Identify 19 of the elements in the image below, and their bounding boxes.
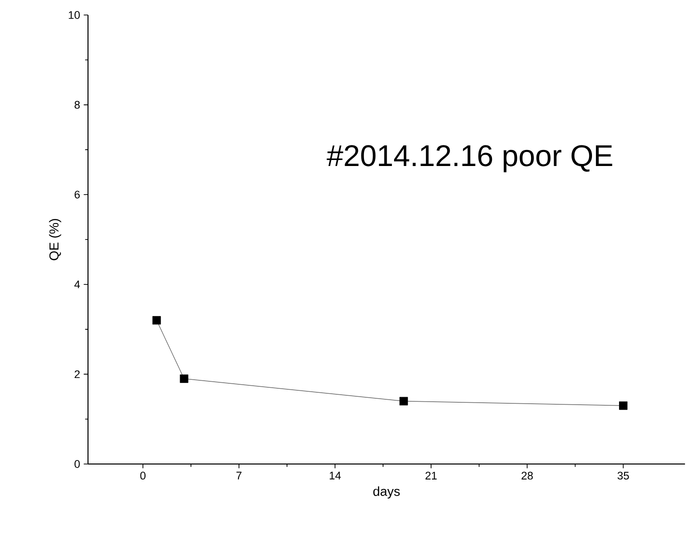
y-tick-label: 10 bbox=[68, 11, 80, 19]
x-tick-label: 21 bbox=[426, 472, 437, 480]
y-tick-label: 0 bbox=[74, 460, 80, 468]
x-tick-label: 14 bbox=[330, 472, 341, 480]
y-tick-label: 2 bbox=[74, 370, 80, 378]
point bbox=[399, 396, 408, 406]
x-axis-title: days bbox=[373, 486, 400, 499]
x-tick-label: 0 bbox=[140, 472, 146, 480]
y-tick-label: 8 bbox=[74, 100, 80, 109]
annotation: #2014.12.16 poor QE bbox=[326, 145, 612, 172]
y-tick-label: 4 bbox=[74, 280, 80, 288]
x-tick-label: 35 bbox=[618, 472, 629, 480]
y-tick-label: 6 bbox=[74, 190, 80, 198]
x-tick-label: 28 bbox=[522, 472, 533, 480]
point bbox=[180, 374, 188, 383]
point bbox=[619, 401, 628, 410]
x-tick-label: 7 bbox=[236, 472, 242, 480]
y-axis-title: QE (%) bbox=[49, 219, 62, 260]
point bbox=[152, 316, 161, 325]
